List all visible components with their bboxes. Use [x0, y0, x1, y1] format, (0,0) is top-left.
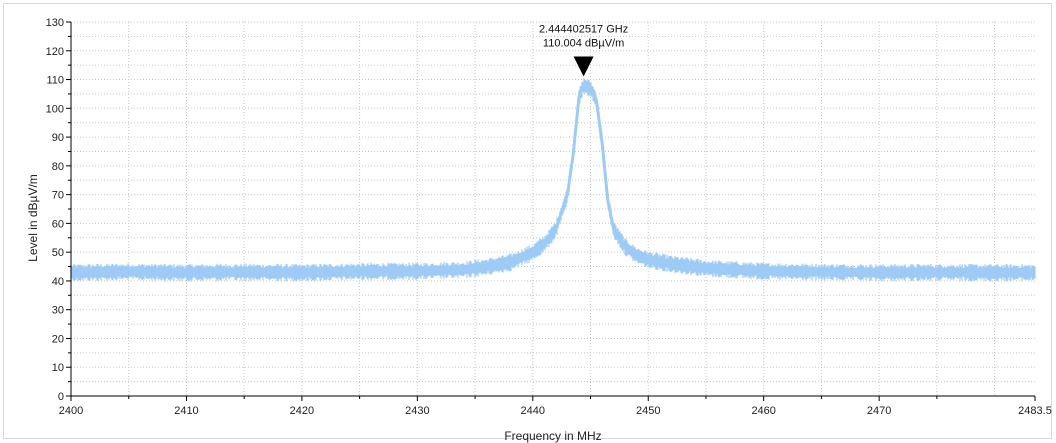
y-axis-title: Level in dBµV/m — [26, 174, 40, 262]
x-tick-label: 2450 — [636, 405, 660, 417]
marker-triangle-icon — [573, 56, 594, 77]
x-axis-title: Frequency in MHz — [504, 429, 601, 443]
x-tick-label: 2420 — [290, 405, 314, 417]
y-tick-label: 130 — [46, 17, 64, 29]
y-tick-label: 50 — [52, 247, 64, 259]
x-tick-label: 2400 — [59, 405, 83, 417]
x-tick-label: 2470 — [867, 405, 891, 417]
y-tick-label: 40 — [52, 276, 64, 288]
y-tick-label: 120 — [46, 46, 64, 58]
peak-marker: 2.444402517 GHz 110.004 dBµV/m — [539, 24, 628, 77]
axes — [66, 21, 1036, 401]
spectrum-trace-envelope — [70, 83, 1035, 274]
grid — [71, 21, 1035, 396]
y-tick-label: 70 — [52, 190, 64, 202]
y-tick-label: 60 — [52, 218, 64, 230]
x-tick-label: 2430 — [405, 405, 429, 417]
marker-frequency-label: 2.444402517 GHz — [539, 24, 628, 36]
x-tick-label: 2460 — [751, 405, 775, 417]
y-tick-label: 30 — [52, 305, 64, 317]
x-tick-label: 2410 — [174, 405, 198, 417]
marker-level-label: 110.004 dBµV/m — [543, 38, 624, 50]
y-tick-label: 20 — [52, 333, 64, 345]
y-tick-label: 100 — [46, 103, 64, 115]
x-tick-label: 2440 — [521, 405, 545, 417]
y-tick-label: 0 — [58, 391, 64, 403]
y-tick-label: 80 — [52, 161, 64, 173]
x-tick-label: 2483.5 — [1018, 405, 1052, 417]
chart-frame — [3, 3, 1052, 439]
y-tick-label: 110 — [46, 75, 64, 87]
y-tick-label: 10 — [52, 362, 64, 374]
tick-labels: 0 10 20 30 40 50 60 70 80 90 100 110 120 130 2400 2410 2… — [46, 17, 1052, 417]
y-tick-label: 90 — [52, 132, 64, 144]
